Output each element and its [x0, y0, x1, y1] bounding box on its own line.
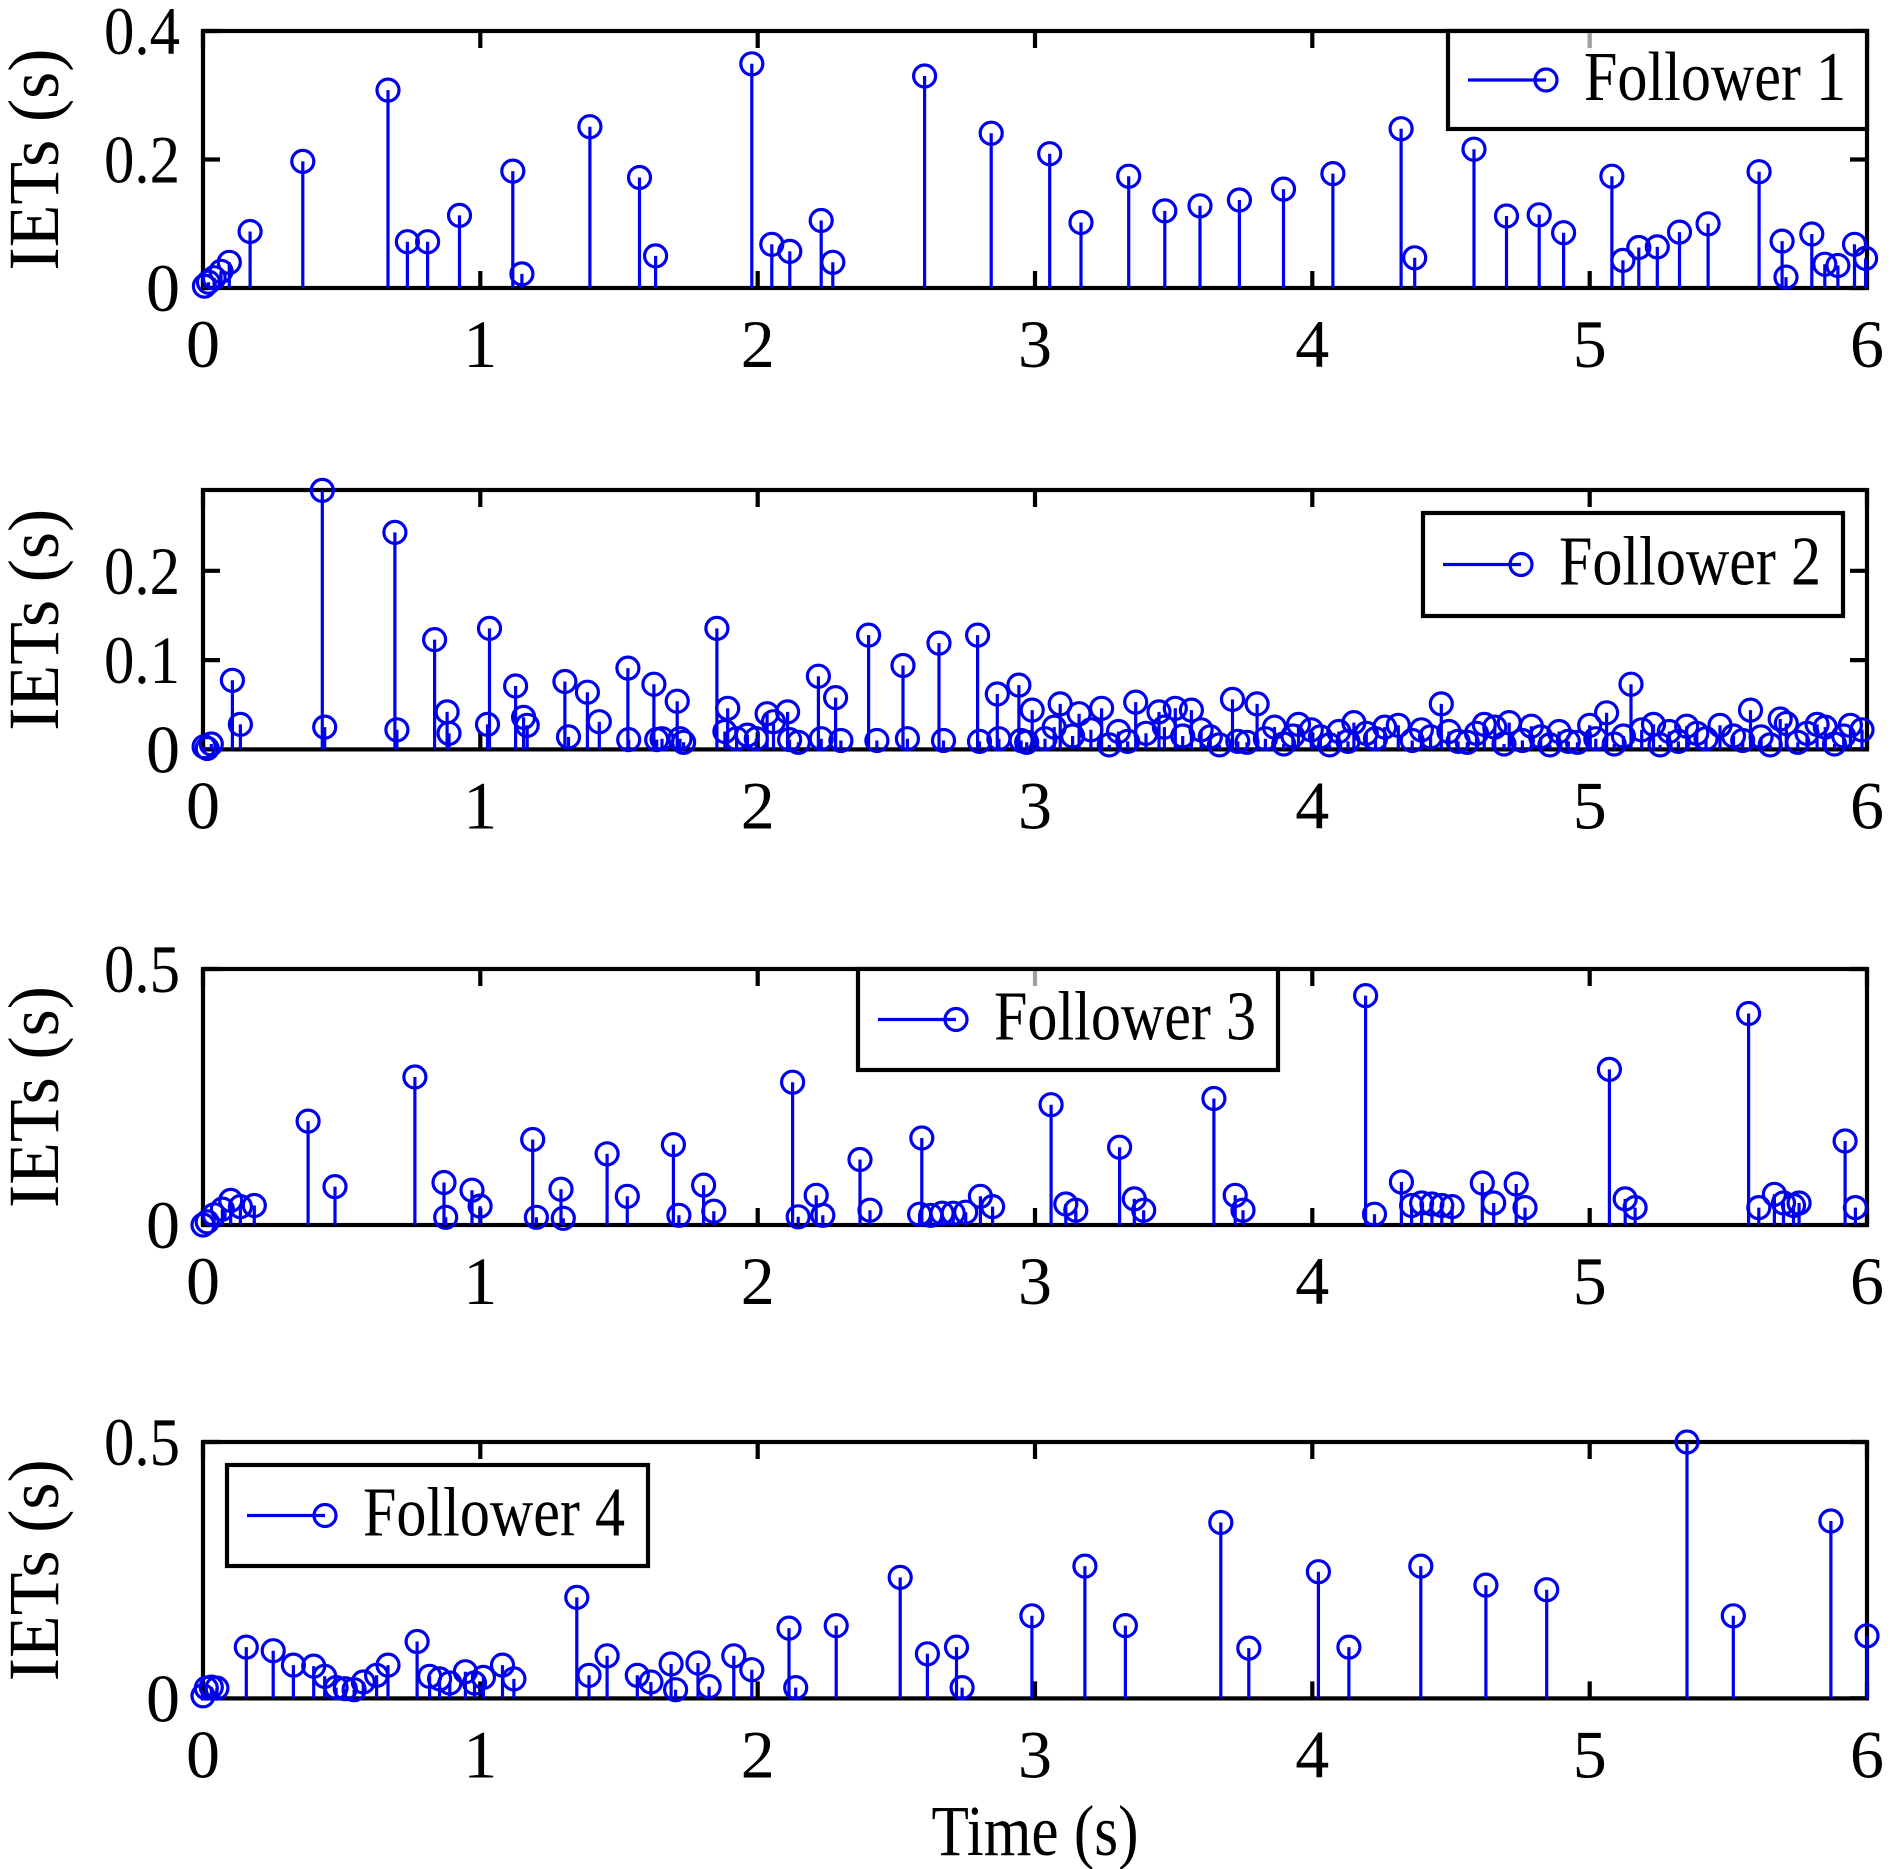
svg-text:1: 1	[463, 306, 497, 382]
svg-text:0: 0	[186, 767, 220, 843]
svg-text:0.2: 0.2	[104, 122, 180, 198]
svg-text:0.1: 0.1	[104, 622, 180, 698]
svg-text:5: 5	[1573, 1243, 1607, 1319]
svg-text:IETs (s): IETs (s)	[0, 509, 74, 731]
svg-text:5: 5	[1573, 1716, 1607, 1792]
svg-text:5: 5	[1573, 306, 1607, 382]
svg-text:6: 6	[1850, 1716, 1884, 1792]
svg-text:1: 1	[463, 1243, 497, 1319]
svg-text:6: 6	[1850, 1243, 1884, 1319]
svg-text:Time (s): Time (s)	[932, 1791, 1139, 1869]
svg-text:4: 4	[1295, 306, 1329, 382]
svg-text:4: 4	[1295, 767, 1329, 843]
svg-text:IETs (s): IETs (s)	[0, 49, 74, 271]
svg-text:3: 3	[1018, 1243, 1052, 1319]
svg-text:1: 1	[463, 767, 497, 843]
svg-text:3: 3	[1018, 306, 1052, 382]
svg-text:0.5: 0.5	[104, 1404, 180, 1480]
svg-text:0.2: 0.2	[104, 533, 180, 609]
svg-text:Follower 3: Follower 3	[994, 979, 1256, 1056]
svg-text:0: 0	[146, 1187, 180, 1263]
svg-text:0.5: 0.5	[104, 931, 180, 1007]
svg-text:0: 0	[146, 250, 180, 326]
svg-text:6: 6	[1850, 767, 1884, 843]
svg-text:3: 3	[1018, 767, 1052, 843]
svg-text:0: 0	[186, 1716, 220, 1792]
svg-text:Follower 4: Follower 4	[363, 1475, 625, 1552]
svg-text:Follower 1: Follower 1	[1584, 39, 1846, 116]
svg-text:3: 3	[1018, 1716, 1052, 1792]
svg-text:0: 0	[186, 1243, 220, 1319]
svg-text:Follower 2: Follower 2	[1559, 524, 1821, 601]
svg-text:2: 2	[741, 306, 775, 382]
svg-text:0: 0	[146, 711, 180, 787]
svg-text:1: 1	[463, 1716, 497, 1792]
svg-text:0.4: 0.4	[104, 0, 180, 69]
svg-text:4: 4	[1295, 1243, 1329, 1319]
svg-text:0: 0	[146, 1660, 180, 1736]
svg-text:4: 4	[1295, 1716, 1329, 1792]
svg-text:IETs (s): IETs (s)	[0, 1459, 74, 1681]
svg-text:5: 5	[1573, 767, 1607, 843]
svg-text:IETs (s): IETs (s)	[0, 986, 74, 1208]
svg-text:2: 2	[741, 1716, 775, 1792]
svg-text:2: 2	[741, 767, 775, 843]
svg-text:0: 0	[186, 306, 220, 382]
svg-text:6: 6	[1850, 306, 1884, 382]
svg-text:2: 2	[741, 1243, 775, 1319]
